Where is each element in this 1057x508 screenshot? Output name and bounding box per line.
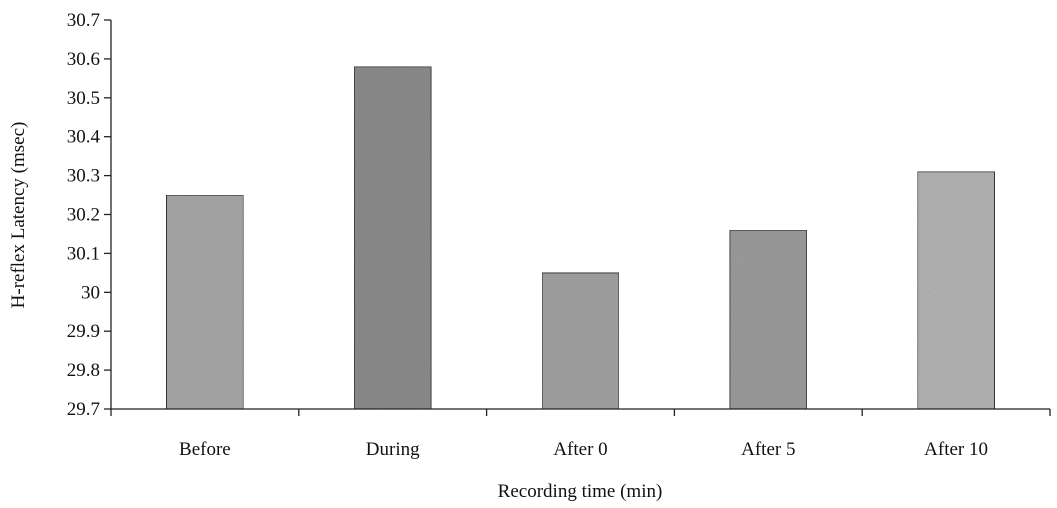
x-axis-ticks: Before During After 0 After 5 After 10 bbox=[110, 409, 1051, 460]
y-tick-label: 30.6 bbox=[67, 49, 100, 70]
y-tick-label: 30.2 bbox=[67, 205, 100, 226]
y-axis-title: H-reflex Latency (msec) bbox=[8, 122, 29, 309]
y-tick-label: 30.5 bbox=[67, 88, 100, 109]
y-tick-label: 29.8 bbox=[67, 360, 100, 381]
bar-before bbox=[165, 194, 244, 410]
bar-after-5 bbox=[729, 229, 808, 410]
y-tick-label: 30.7 bbox=[67, 10, 100, 31]
y-tick-label: 29.9 bbox=[67, 321, 100, 342]
y-axis-ticks: 29.7 29.8 29.9 30 30.1 30.2 30.3 30.4 30.5 30.6 30… bbox=[67, 10, 111, 420]
x-tick-label: After 5 bbox=[741, 439, 795, 460]
x-tick-label: During bbox=[366, 439, 420, 460]
x-axis-title: Recording time (min) bbox=[498, 481, 663, 502]
bar-after-10 bbox=[917, 171, 996, 410]
y-tick-label: 30 bbox=[81, 282, 100, 303]
y-tick-label: 29.7 bbox=[67, 399, 100, 420]
x-tick-label: After 0 bbox=[553, 439, 607, 460]
bars-group bbox=[165, 66, 996, 410]
y-tick-label: 30.4 bbox=[67, 127, 101, 148]
bar-after-0 bbox=[541, 272, 620, 410]
y-tick-label: 30.1 bbox=[67, 243, 100, 264]
x-tick-label: Before bbox=[179, 439, 231, 460]
y-tick-label: 30.3 bbox=[67, 166, 100, 187]
bar-during bbox=[353, 66, 432, 410]
x-tick-label: After 10 bbox=[924, 439, 988, 460]
